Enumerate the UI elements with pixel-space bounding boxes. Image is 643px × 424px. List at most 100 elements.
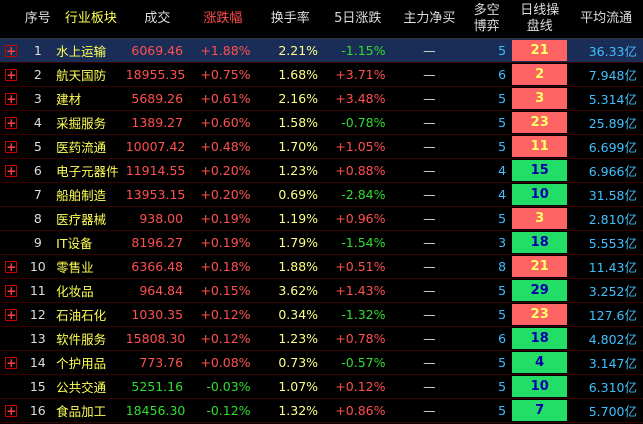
avgcap-value-cell: 2.810亿 — [569, 206, 643, 231]
price-value: 10007.42 — [125, 139, 186, 154]
dayline-badge: 3 — [512, 88, 568, 109]
change-value-cell: +0.19% — [189, 206, 257, 231]
header-price[interactable]: 成交 — [125, 0, 190, 39]
expand-toggle-cell[interactable]: + — [0, 134, 23, 159]
dayline-badge: 10 — [512, 376, 568, 397]
header-change5d[interactable]: 5日涨跌 — [324, 0, 392, 39]
expand-plus-icon[interactable]: + — [5, 260, 18, 274]
change5d-value-cell: -2.84% — [324, 182, 392, 207]
mainflow-value: — — [423, 43, 436, 58]
header-change[interactable]: 涨跌幅 — [189, 0, 257, 39]
expand-toggle-cell[interactable]: + — [0, 254, 23, 279]
expand-toggle-cell[interactable]: + — [0, 302, 23, 327]
table-row[interactable]: +4 采掘服务 1389.27 +0.60% 1.58% -0.78% — 5 23 25.89亿 — [0, 110, 643, 135]
table-row[interactable]: +2 航天国防 18955.35 +0.75% 1.68% +3.71% —6 2 7.948亿 — [0, 62, 643, 87]
table-row[interactable]: 9 IT设备 8196.27 +0.19% 1.79% -1.54% — 3 18 5.553亿 — [0, 230, 643, 255]
avgcap-value-cell: 3.252亿 — [569, 278, 643, 303]
header-bullbear-line1: 多空 — [473, 3, 500, 18]
turnover-value-cell: 1.23% — [256, 158, 325, 183]
table-row[interactable]: +16 食品加工 18456.30 -0.12% 1.32% +0.86% — 5 7 5.700… — [0, 398, 643, 423]
price-value: 6069.46 — [131, 43, 184, 58]
expand-toggle-cell[interactable]: + — [0, 86, 23, 111]
turnover-value: 1.70% — [278, 139, 319, 154]
table-row[interactable]: 8 医疗器械 938.00 +0.19% 1.19% +0.96% — 5 3 2.810亿 — [0, 206, 643, 231]
change-value-cell: +0.15% — [189, 278, 257, 303]
bullbear-value: 5 — [498, 139, 507, 154]
expand-plus-icon[interactable]: + — [5, 140, 18, 154]
expand-plus-icon[interactable]: + — [5, 116, 18, 130]
expand-toggle-cell[interactable] — [0, 182, 23, 207]
price-value-cell: 1389.27 — [125, 110, 190, 135]
header-sector[interactable]: 行业板块 — [53, 0, 126, 39]
price-value: 938.00 — [139, 211, 184, 226]
table-row[interactable]: 13 软件服务 15808.30 +0.12% 1.23% +0.78% — 6 18 4.802… — [0, 326, 643, 351]
change5d-value: -1.15% — [341, 43, 386, 58]
price-value-cell: 18955.35 — [125, 62, 190, 87]
avgcap-value: 3.252亿 — [588, 284, 637, 299]
expand-plus-icon[interactable]: + — [5, 44, 18, 58]
table-row[interactable]: +6 电子元器件 11914.55 +0.20% 1.23% +0.88% — 4 15 6.96… — [0, 158, 643, 183]
price-value: 18955.35 — [125, 67, 186, 82]
table-row[interactable]: 7 船舶制造 13953.15 +0.20% 0.69% -2.84% — 4 10 31.58亿 — [0, 182, 643, 207]
expand-toggle-cell[interactable]: + — [0, 278, 23, 303]
expand-plus-icon[interactable]: + — [5, 68, 18, 82]
sector-name: 航天国防 — [56, 68, 107, 83]
expand-plus-icon[interactable]: + — [5, 308, 18, 322]
table-row[interactable]: +1 水上运输 6069.46 +1.88% 2.21% -1.15% — 5 21 36.33亿 — [0, 38, 643, 63]
row-number: 5 — [33, 139, 42, 154]
expand-toggle-cell[interactable] — [0, 374, 23, 399]
turnover-value: 0.73% — [278, 355, 319, 370]
turnover-value-cell: 0.73% — [256, 350, 325, 375]
header-mainflow[interactable]: 主力净买 — [391, 0, 468, 39]
dayline-badge: 21 — [512, 256, 568, 277]
change5d-value-cell: +0.51% — [324, 254, 392, 279]
table-row[interactable]: +11 化妆品 964.84 +0.15% 3.62% +1.43% — 5 29 3.252亿 — [0, 278, 643, 303]
turnover-value-cell: 2.16% — [256, 86, 325, 111]
expand-plus-icon[interactable]: + — [5, 164, 18, 178]
avgcap-value-cell: 6.699亿 — [569, 134, 643, 159]
price-value-cell: 18456.30 — [125, 398, 190, 423]
dayline-value-cell: 21 — [510, 38, 570, 63]
table-row[interactable]: +5 医药流通 10007.42 +0.48% 1.70% +1.05% — 5 11 6.699… — [0, 134, 643, 159]
expand-toggle-cell[interactable]: + — [0, 38, 23, 63]
expand-plus-icon[interactable]: + — [5, 356, 18, 370]
mainflow-value: — — [423, 307, 436, 322]
expand-toggle-cell[interactable] — [0, 326, 23, 351]
mainflow-value: — — [423, 187, 436, 202]
turnover-value: 1.79% — [278, 235, 319, 250]
row-number: 7 — [33, 187, 42, 202]
sector-name: 公共交通 — [56, 380, 107, 395]
expand-toggle-cell[interactable]: + — [0, 110, 23, 135]
price-value: 5251.16 — [131, 379, 184, 394]
expand-toggle-cell[interactable] — [0, 206, 23, 231]
expand-plus-icon[interactable]: + — [5, 284, 18, 298]
expand-toggle-cell[interactable]: + — [0, 350, 23, 375]
expand-plus-icon[interactable]: + — [5, 404, 18, 418]
table-row[interactable]: +3 建材 5689.26 +0.61% 2.16% +3.48% —5 3 5.314亿 — [0, 86, 643, 111]
table-row[interactable]: +12 石油石化 1030.35 +0.12% 0.34% -1.32% — 5 23 127.6… — [0, 302, 643, 327]
expand-plus-icon[interactable]: + — [5, 92, 18, 106]
dayline-value-cell: 23 — [510, 110, 570, 135]
header-bullbear[interactable]: 多空 博弈 — [467, 0, 511, 39]
avgcap-value: 11.43亿 — [588, 260, 637, 275]
header-turnover[interactable]: 换手率 — [256, 0, 325, 39]
bullbear-value-cell: 5 — [467, 38, 511, 63]
expand-toggle-cell[interactable]: + — [0, 158, 23, 183]
table-row[interactable]: +10 零售业 6366.48 +0.18% 1.88% +0.51% — 8 21 11.43亿 — [0, 254, 643, 279]
expand-toggle-cell[interactable]: + — [0, 398, 23, 423]
table-row[interactable]: 15 公共交通 5251.16 -0.03% 1.07% +0.12% — 5 10 6.310亿 — [0, 374, 643, 399]
dayline-badge: 18 — [512, 328, 568, 349]
sector-name-cell: 船舶制造 — [53, 182, 126, 207]
table-row[interactable]: +14 个护用品 773.76 +0.08% 0.73% -0.57% — 5 4 3.147亿 — [0, 350, 643, 375]
expand-toggle-cell[interactable]: + — [0, 62, 23, 87]
row-number-cell: 6 — [22, 158, 54, 183]
dayline-value-cell: 3 — [510, 206, 570, 231]
change5d-value-cell: +1.43% — [324, 278, 392, 303]
header-dayline[interactable]: 日线操 盘线 — [510, 0, 570, 39]
header-avgcap[interactable]: 平均流通 — [569, 0, 643, 39]
change-value-cell: -0.12% — [189, 398, 257, 423]
expand-toggle-cell[interactable] — [0, 230, 23, 255]
header-no[interactable]: 序号 — [22, 0, 54, 39]
mainflow-value: — — [423, 115, 436, 130]
mainflow-value-cell: — — [391, 326, 468, 351]
